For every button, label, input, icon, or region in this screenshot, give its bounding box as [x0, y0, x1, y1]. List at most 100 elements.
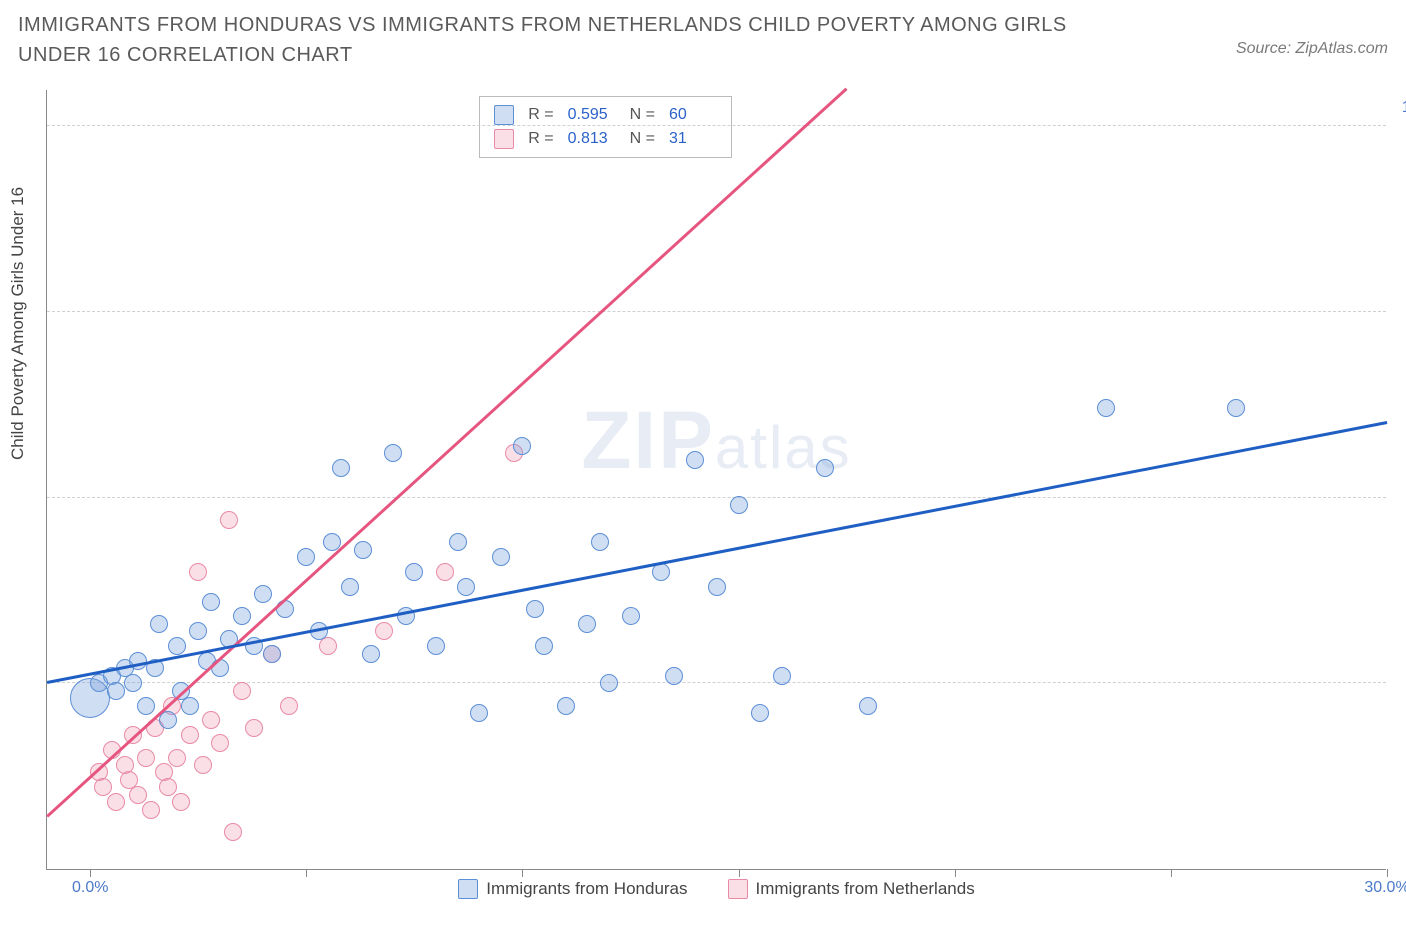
blue-point	[665, 667, 683, 685]
legend-swatch-blue	[458, 879, 478, 899]
blue-point	[1227, 399, 1245, 417]
watermark-zip: ZIP	[581, 394, 715, 488]
blue-point	[470, 704, 488, 722]
x-tick	[90, 869, 91, 877]
blue-point	[159, 711, 177, 729]
gridline	[47, 311, 1386, 312]
legend-bottom-item: Immigrants from Honduras	[458, 879, 687, 899]
blue-point	[751, 704, 769, 722]
pink-point	[375, 622, 393, 640]
plot-area: ZIPatlas R =0.595N =60R =0.813N =31 Immi…	[46, 90, 1386, 870]
pink-point	[159, 778, 177, 796]
blue-point	[233, 607, 251, 625]
blue-point	[686, 451, 704, 469]
blue-point	[526, 600, 544, 618]
blue-point	[557, 697, 575, 715]
blue-point	[600, 674, 618, 692]
blue-point	[773, 667, 791, 685]
x-tick	[955, 869, 956, 877]
blue-point	[124, 674, 142, 692]
blue-point	[137, 697, 155, 715]
blue-point	[457, 578, 475, 596]
blue-point	[405, 563, 423, 581]
blue-point	[449, 533, 467, 551]
blue-point	[708, 578, 726, 596]
pink-point	[202, 711, 220, 729]
legend-swatch-blue	[494, 105, 514, 125]
legend-r-label: R =	[528, 106, 553, 124]
x-tick	[1171, 869, 1172, 877]
blue-point	[816, 459, 834, 477]
pink-point	[142, 801, 160, 819]
blue-point	[622, 607, 640, 625]
blue-point	[168, 637, 186, 655]
legend-n-label: N =	[630, 106, 655, 124]
blue-point	[1097, 399, 1115, 417]
legend-bottom-label: Immigrants from Netherlands	[756, 879, 975, 899]
x-tick-label: 30.0%	[1364, 879, 1406, 897]
chart-title: IMMIGRANTS FROM HONDURAS VS IMMIGRANTS F…	[18, 10, 1138, 70]
watermark: ZIPatlas	[581, 394, 851, 488]
legend-top-row: R =0.595N =60	[494, 103, 717, 127]
pink-point	[94, 778, 112, 796]
gridline	[47, 497, 1386, 498]
pink-point	[129, 786, 147, 804]
legend-bottom-label: Immigrants from Honduras	[486, 879, 687, 899]
trendline-blue	[47, 421, 1387, 683]
blue-point	[332, 459, 350, 477]
legend-swatch-pink	[728, 879, 748, 899]
x-tick	[739, 869, 740, 877]
blue-point	[591, 533, 609, 551]
legend-r-value: 0.595	[568, 106, 616, 124]
x-tick	[522, 869, 523, 877]
y-axis-label: Child Poverty Among Girls Under 16	[8, 187, 28, 460]
legend-r-label: R =	[528, 130, 553, 148]
pink-point	[280, 697, 298, 715]
gridline	[47, 682, 1386, 683]
pink-point	[189, 563, 207, 581]
pink-point	[172, 793, 190, 811]
x-tick	[1387, 869, 1388, 877]
y-tick-label: 100.0%	[1402, 99, 1406, 117]
blue-point	[341, 578, 359, 596]
blue-point	[354, 541, 372, 559]
blue-point	[859, 697, 877, 715]
legend-correlation-box: R =0.595N =60R =0.813N =31	[479, 96, 732, 158]
pink-point	[224, 823, 242, 841]
trendline-pink	[46, 87, 847, 817]
legend-top-row: R = 0.813 N = 31	[494, 127, 717, 151]
blue-point	[297, 548, 315, 566]
blue-point	[384, 444, 402, 462]
blue-point	[513, 437, 531, 455]
blue-point	[107, 682, 125, 700]
pink-point	[137, 749, 155, 767]
pink-point	[245, 719, 263, 737]
legend-bottom-item: Immigrants from Netherlands	[728, 879, 975, 899]
legend-r-value: 0.813	[568, 130, 616, 148]
blue-point	[362, 645, 380, 663]
blue-point	[181, 697, 199, 715]
blue-point	[578, 615, 596, 633]
x-tick-label: 0.0%	[72, 879, 108, 897]
blue-point	[492, 548, 510, 566]
legend-n-value: 31	[669, 130, 717, 148]
pink-point	[233, 682, 251, 700]
legend-swatch-pink	[494, 129, 514, 149]
blue-point	[202, 593, 220, 611]
pink-point	[194, 756, 212, 774]
blue-point	[189, 622, 207, 640]
pink-point	[436, 563, 454, 581]
blue-point	[254, 585, 272, 603]
blue-point	[427, 637, 445, 655]
pink-point	[181, 726, 199, 744]
pink-point	[168, 749, 186, 767]
pink-point	[220, 511, 238, 529]
gridline	[47, 125, 1386, 126]
legend-n-label: N =	[630, 130, 655, 148]
blue-point	[730, 496, 748, 514]
x-tick	[306, 869, 307, 877]
blue-point	[263, 645, 281, 663]
blue-point	[150, 615, 168, 633]
chart-source: Source: ZipAtlas.com	[1236, 40, 1388, 58]
pink-point	[211, 734, 229, 752]
